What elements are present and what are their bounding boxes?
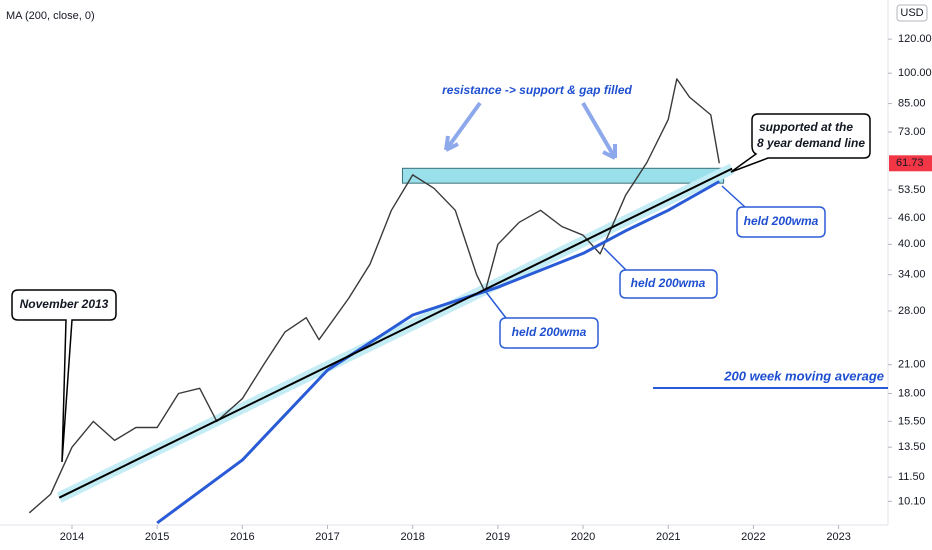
y-tick-label: 46.00 (898, 212, 926, 224)
x-tick-label: 2016 (230, 531, 254, 543)
ma-line (156, 180, 721, 525)
x-tick-label: 2022 (741, 531, 765, 543)
y-tick-label: 10.10 (898, 495, 926, 507)
x-tick-label: 2019 (486, 531, 510, 543)
x-tick-label: 2017 (315, 531, 339, 543)
y-tick-label: 18.00 (898, 387, 926, 399)
callout-box (603, 247, 718, 299)
currency-badge[interactable] (896, 4, 928, 22)
y-tick-label: 120.00 (898, 33, 932, 45)
y-tick-label: 21.00 (898, 359, 926, 371)
arrow (581, 101, 617, 160)
callout-text: held 200wma (631, 276, 706, 290)
callout-text: held 200wma (744, 214, 819, 228)
x-tick-label: 2015 (145, 531, 169, 543)
callout-box (485, 291, 599, 349)
x-tick-label: 2021 (656, 531, 680, 543)
y-tick-label: 13.50 (898, 441, 926, 453)
callout-box (721, 185, 826, 238)
y-tick-label: 73.00 (898, 126, 926, 138)
callout-text: November 2013 (20, 297, 109, 311)
x-tick-label: 2020 (571, 531, 595, 543)
x-tick-label: 2018 (400, 531, 424, 543)
y-tick-label: 100.00 (898, 67, 932, 79)
y-tick-label: 40.00 (898, 238, 926, 250)
y-tick-label: 15.50 (898, 415, 926, 427)
annotation: resistance -> support & gap filled (442, 83, 632, 97)
resistance-zone (401, 167, 725, 184)
callout-text: held 200wma (512, 325, 587, 339)
callout-text: supported at the (759, 120, 853, 134)
price-line (28, 78, 720, 514)
x-tick-label: 2014 (60, 531, 84, 543)
currency: USD (900, 7, 923, 19)
last-price-label: 61.73 (896, 157, 924, 169)
x-tick-label: 2023 (826, 531, 850, 543)
last-price-badge (889, 155, 932, 172)
callout-text: 8 year demand line (757, 136, 865, 150)
trendline (58, 167, 733, 499)
indicator-label: MA (200, close, 0) (6, 10, 95, 22)
y-tick-label: 53.50 (898, 184, 926, 196)
arrow (444, 101, 482, 152)
y-tick-label: 85.00 (898, 97, 926, 109)
y-tick-label: 28.00 (898, 305, 926, 317)
legend-label: 200 week moving average (723, 368, 884, 383)
y-tick-label: 34.00 (898, 269, 926, 281)
y-tick-label: 11.50 (898, 471, 925, 483)
callout-box (11, 289, 117, 463)
callout-box (730, 113, 871, 173)
